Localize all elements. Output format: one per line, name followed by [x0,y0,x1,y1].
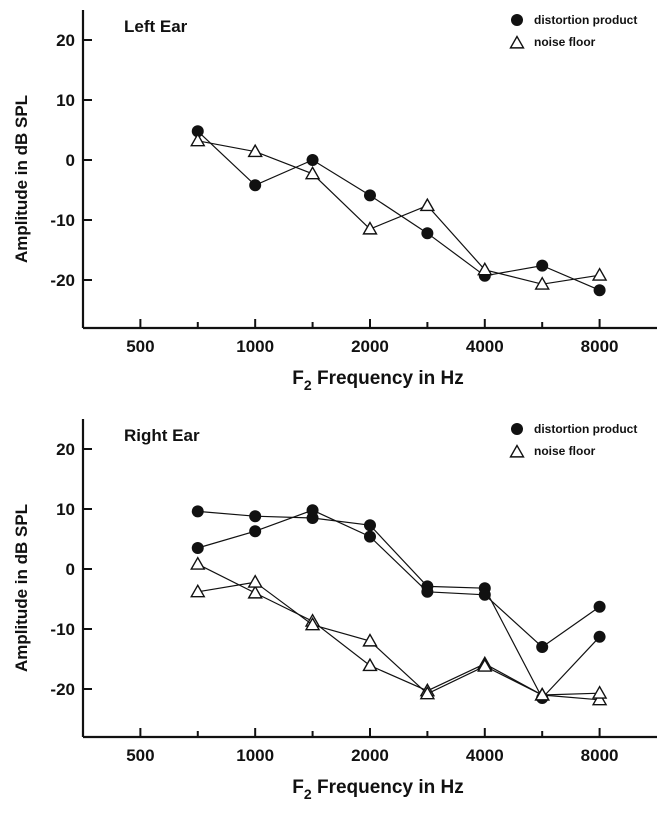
left-ear-x-tick-label: 4000 [466,337,504,356]
right-ear-series-line [197,510,601,700]
right-ear-x-tick-label: 500 [126,746,154,765]
right-ear-noise-point [362,657,378,672]
left-ear-x-tick-label: 500 [126,337,154,356]
right-ear-dp-point [593,600,606,613]
right-ear-noise-point [190,556,206,570]
left-ear-x-tick-label: 8000 [581,337,619,356]
left-ear-series-line [197,140,600,285]
left-ear-legend: distortion product noise floor [509,13,637,49]
right-ear-dp-point [249,525,262,538]
right-ear-dp-point [363,519,376,532]
left-ear-noise-point [591,267,608,281]
right-ear-x-tick-label: 1000 [236,746,274,765]
right-ear-noise-point [247,585,263,599]
right-ear-dp-point [421,585,434,598]
right-ear-series-line [197,581,600,696]
left-ear-y-tick-label: -10 [50,211,75,230]
right-ear-dp-point [593,630,606,643]
left-ear-chart: 20 10 0 -10 -20 500 1000 2000 4000 8000 Amplitude … [12,10,657,393]
left-ear-y-axis-title: Amplitude in dB SPL [12,95,31,263]
right-ear-dp-point [306,504,319,517]
right-ear-dp-point [536,641,549,653]
left-ear-dp-point [191,125,204,138]
right-ear-dp-point [478,588,491,601]
right-ear-y-tick-label: 0 [66,560,75,579]
left-ear-legend-label: noise floor [534,35,596,49]
left-ear-noise-point [419,197,436,212]
left-ear-y-tick-label: -20 [50,271,75,290]
right-ear-chart-svg: 20 10 0 -10 -20 500 1000 2000 4000 8000 Amplitude … [12,419,657,802]
right-ear-x-tick-label: 2000 [351,746,389,765]
left-ear-x-axis-title: F2 Frequency in Hz [292,368,463,393]
left-ear-title: Left Ear [124,17,188,36]
left-ear-dp-point [421,227,434,240]
right-ear-x-tick-label: 8000 [581,746,619,765]
right-ear-chart: 20 10 0 -10 -20 500 1000 2000 4000 8000 Amplitude … [0,409,668,818]
right-ear-legend-dp-marker [511,423,523,435]
right-ear-noise-point [591,685,608,699]
right-ear-noise-point [477,658,493,672]
left-ear-legend-label: distortion product [534,13,637,27]
left-ear-dp-point [536,259,549,272]
left-ear-noise-point [247,143,263,158]
right-ear-y-tick-label: -10 [50,620,75,639]
right-ear-y-tick-label: 20 [56,440,75,459]
left-ear-noise-point [534,276,550,290]
left-ear-x-tick-label: 1000 [236,337,274,356]
right-ear-y-axis-title: Amplitude in dB SPL [12,504,31,672]
right-ear-y-tick-label: -20 [50,680,75,699]
left-ear-series-1 [190,132,608,290]
left-ear-noise-point [477,261,493,276]
right-ear-y-tick-label: 10 [56,500,75,519]
right-ear-legend: distortion product noise floor [509,422,637,458]
right-ear-x-axis-title: F2 Frequency in Hz [292,777,463,802]
right-ear-legend-label: distortion product [534,422,637,436]
right-ear-dp-point [363,530,376,543]
left-ear-noise-point [190,132,206,147]
left-ear-dp-point [306,154,319,166]
right-ear-noise-point [591,691,608,706]
left-ear-y-tick-label: 0 [66,151,75,170]
left-ear-series-0 [191,125,606,297]
left-ear-noise-point [304,165,321,180]
right-ear-dp-point [249,510,262,523]
right-ear-dp-point [191,542,204,554]
left-ear-legend-dp-marker [511,14,523,26]
right-ear-noise-point [304,616,321,631]
left-ear-dp-point [249,179,262,192]
right-ear-noise-point [419,685,436,700]
left-ear-series-line [197,130,600,291]
left-ear-noise-point [362,221,378,235]
right-ear-x-tick-label: 4000 [466,746,504,765]
left-ear-y-tick-label: 20 [56,31,75,50]
right-ear-dp-point [191,505,204,518]
right-ear-series-3 [190,574,608,701]
right-ear-series-line [197,509,600,648]
right-ear-series-1 [191,504,606,653]
left-ear-y-tick-label: 10 [56,91,75,110]
left-ear-dp-point [593,284,606,297]
right-ear-legend-noise-marker [509,444,525,458]
left-ear-chart-svg: 20 10 0 -10 -20 500 1000 2000 4000 8000 Amplitude … [12,10,657,393]
left-ear-dp-point [363,189,376,202]
right-ear-legend-label: noise floor [534,444,596,458]
right-ear-noise-point [362,633,378,647]
left-ear-legend-noise-marker [509,35,525,49]
right-ear-noise-point [190,583,206,598]
right-ear-noise-point [534,687,550,701]
left-ear-x-tick-label: 2000 [351,337,389,356]
right-ear-title: Right Ear [124,426,200,445]
right-ear-noise-point [247,574,263,588]
